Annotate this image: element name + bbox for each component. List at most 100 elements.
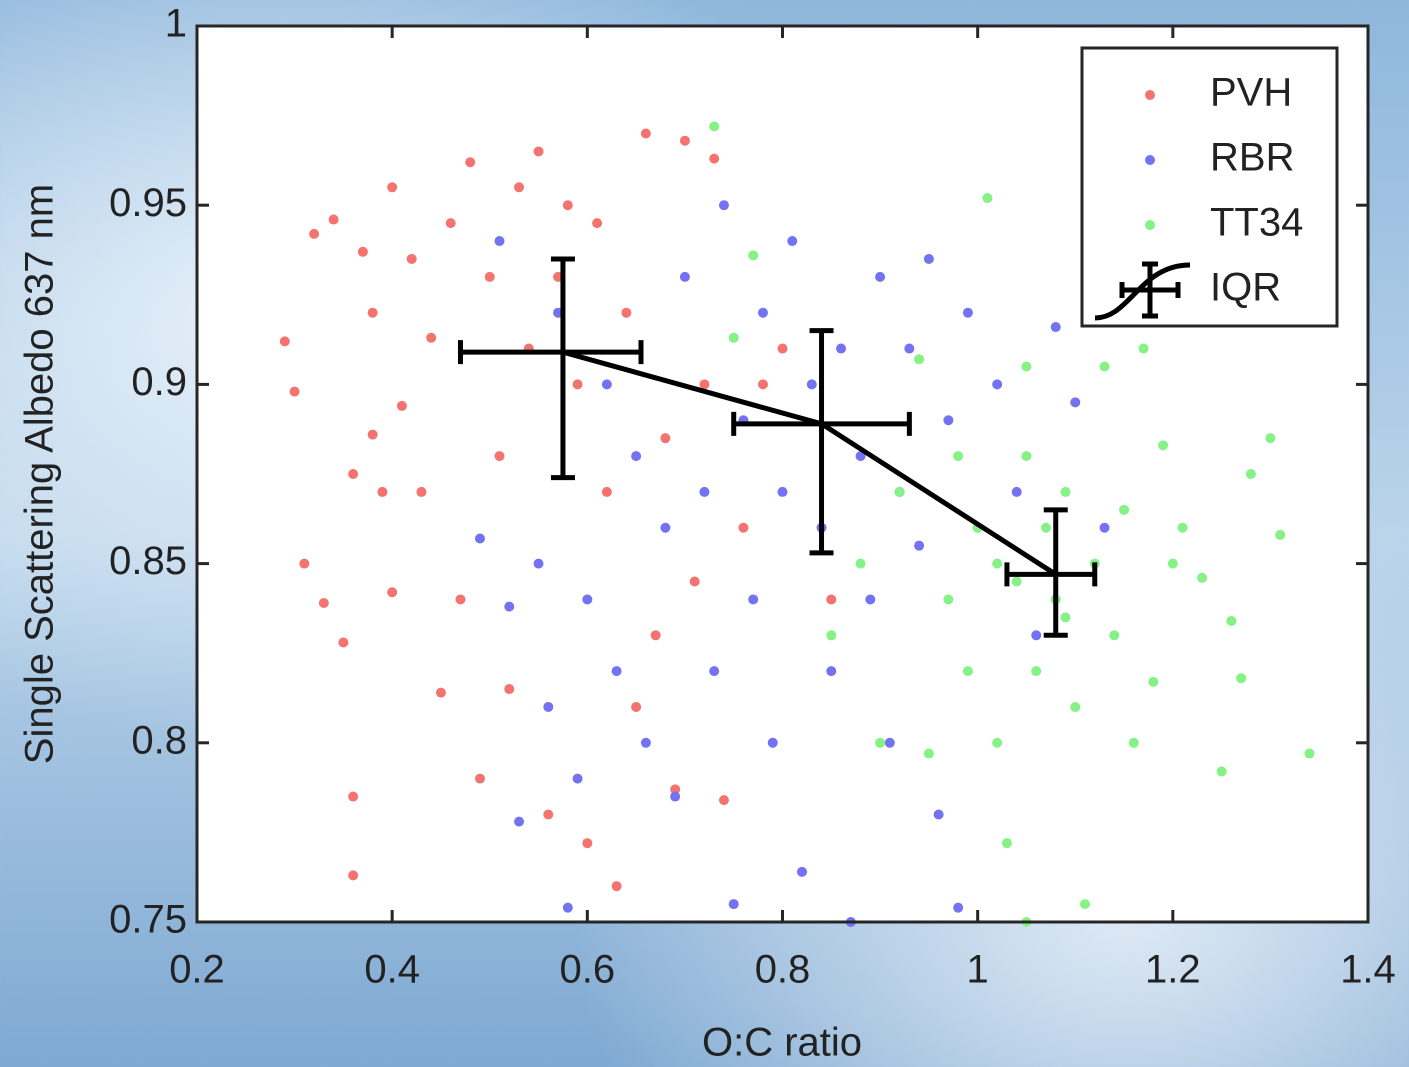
point	[1265, 433, 1276, 444]
point	[357, 246, 368, 257]
point	[1001, 838, 1012, 849]
point	[865, 594, 876, 605]
point	[504, 684, 515, 695]
point	[933, 809, 944, 820]
point	[1128, 737, 1139, 748]
point	[826, 666, 837, 677]
point	[650, 630, 661, 641]
point	[387, 587, 398, 598]
point	[455, 594, 466, 605]
point	[631, 451, 642, 462]
point	[757, 379, 768, 390]
point	[562, 200, 573, 211]
y-tick-label: 0.9	[131, 360, 187, 404]
point	[943, 415, 954, 426]
legend-label: IQR	[1210, 266, 1281, 310]
point	[562, 902, 573, 913]
point	[777, 486, 788, 497]
error-bar-x	[731, 411, 912, 436]
legend-marker	[1145, 90, 1155, 100]
point	[962, 666, 973, 677]
point	[621, 307, 632, 318]
marks	[279, 121, 1315, 927]
point	[533, 558, 544, 569]
point	[709, 666, 720, 677]
point	[367, 429, 378, 440]
point	[572, 379, 583, 390]
point	[299, 558, 310, 569]
point	[670, 791, 681, 802]
point	[1031, 666, 1042, 677]
point	[718, 200, 729, 211]
point	[396, 400, 407, 411]
point	[699, 379, 710, 390]
point	[689, 576, 700, 587]
point	[318, 598, 329, 609]
point	[826, 630, 837, 641]
point	[640, 737, 651, 748]
y-tick-label: 0.85	[109, 539, 187, 583]
point	[826, 594, 837, 605]
point	[875, 271, 886, 282]
point	[338, 637, 349, 648]
point	[309, 228, 320, 239]
point	[1275, 529, 1286, 540]
point	[1167, 558, 1178, 569]
point	[1177, 522, 1188, 533]
point	[914, 540, 925, 551]
point	[1011, 576, 1022, 587]
point	[1070, 701, 1081, 712]
point	[484, 271, 495, 282]
point	[1021, 451, 1032, 462]
point	[592, 218, 603, 229]
point	[1021, 361, 1032, 372]
point	[601, 379, 612, 390]
error-bar-y	[550, 256, 575, 481]
point	[728, 332, 739, 343]
point	[387, 182, 398, 193]
point	[1099, 522, 1110, 533]
point	[875, 737, 886, 748]
legend: PVH RBR TT34 IQR	[1080, 46, 1339, 328]
y-axis-label: Single Scattering Albedo 637 nm	[18, 184, 62, 764]
point	[640, 128, 651, 139]
point	[884, 737, 895, 748]
point	[953, 902, 964, 913]
point	[435, 687, 446, 698]
point	[962, 307, 973, 318]
point	[923, 253, 934, 264]
point	[416, 486, 427, 497]
point	[474, 773, 485, 784]
x-tick-label: 0.8	[755, 948, 811, 992]
x-tick-label: 1	[967, 948, 989, 992]
point	[767, 737, 778, 748]
point	[348, 791, 359, 802]
point	[494, 451, 505, 462]
point	[1119, 504, 1130, 515]
point	[992, 379, 1003, 390]
point	[718, 795, 729, 806]
point	[504, 601, 515, 612]
point	[1011, 486, 1022, 497]
x-tick-label: 0.4	[364, 948, 420, 992]
point	[836, 343, 847, 354]
x-axis-label: O:C ratio	[702, 1021, 862, 1065]
point	[894, 486, 905, 497]
point	[679, 271, 690, 282]
point	[445, 218, 456, 229]
point	[514, 816, 525, 827]
point	[777, 343, 788, 354]
point	[348, 870, 359, 881]
point	[992, 737, 1003, 748]
point	[543, 809, 554, 820]
point	[328, 214, 339, 225]
point	[982, 193, 993, 204]
point	[582, 838, 593, 849]
y-tick-label: 0.75	[109, 898, 187, 942]
point	[611, 881, 622, 892]
point	[348, 469, 359, 479]
legend-label: RBR	[1210, 136, 1294, 180]
point	[1099, 361, 1110, 372]
x-tick-label: 1.2	[1145, 948, 1201, 992]
